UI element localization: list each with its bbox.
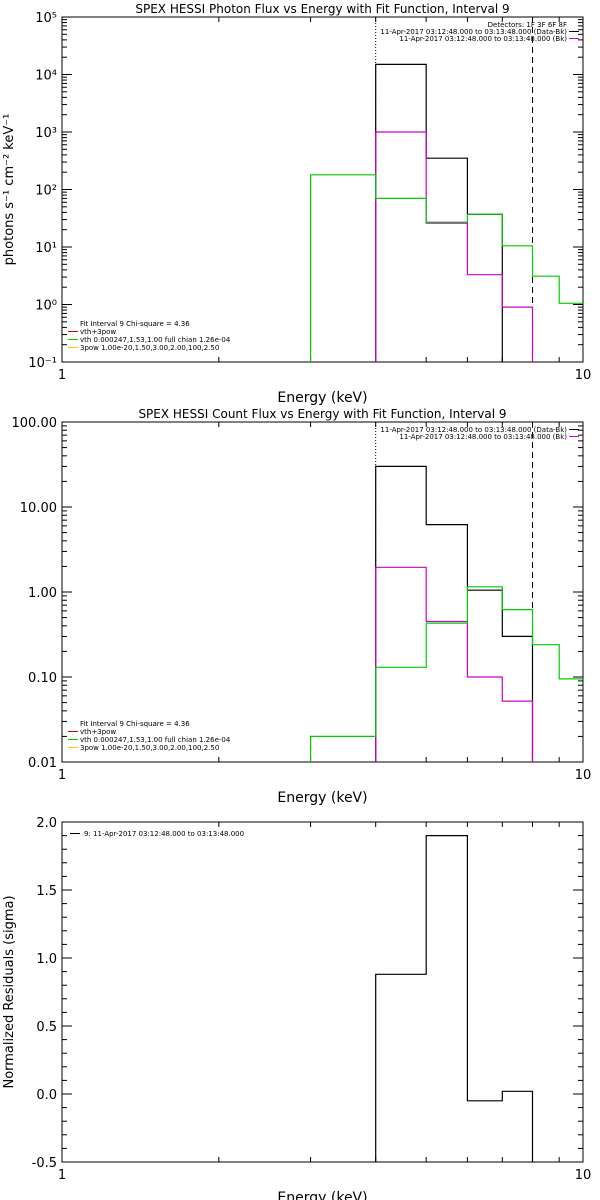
plot-frame bbox=[61, 421, 584, 763]
series-1-line bbox=[375, 465, 534, 762]
series-3-line bbox=[310, 174, 583, 362]
plot-frame bbox=[61, 821, 584, 1163]
series-3-line bbox=[310, 586, 583, 762]
legend-top-right: 11-Apr-2017 03:12:48.000 to 03:13:48.000… bbox=[380, 426, 579, 441]
legend-bottom-left: Fit Interval 9 Chi-square = 4.36vth+3pow… bbox=[68, 720, 231, 752]
legend-entry: 11-Apr-2017 03:12:48.000 to 03:13:48.000… bbox=[399, 433, 567, 441]
legend-entry: vth+3pow bbox=[80, 728, 116, 736]
x-ticks: 1 10 bbox=[58, 17, 591, 383]
x-axis-label: Energy (keV) bbox=[277, 790, 367, 806]
y-tick-label: 10⁴ bbox=[35, 69, 57, 84]
y-tick-label: -0.5 bbox=[32, 1156, 57, 1171]
x-axis-label: Energy (keV) bbox=[277, 390, 367, 406]
x-tick-label: 10 bbox=[575, 1168, 592, 1183]
plot-frame bbox=[61, 16, 584, 363]
y-tick-label: 10⁵ bbox=[35, 11, 57, 26]
x-axis-label: Energy (keV) bbox=[277, 1190, 367, 1200]
y-ticks: -0.5 0.0 0.5 1.0 1.5 2.0 bbox=[32, 816, 583, 1171]
series-1-line bbox=[375, 63, 503, 362]
legend-entry: vth 0.000247,1.53,1.00 full chian 1.26e-… bbox=[80, 336, 231, 344]
y-tick-label: 10⁻¹ bbox=[28, 356, 57, 371]
x-tick-label: 1 bbox=[58, 368, 66, 383]
legend-entry: 11-Apr-2017 03:12:48.000 to 03:13:48.000… bbox=[380, 426, 567, 434]
legend-entry: 3pow 1.00e-20,1.50,3.00,2.00,100,2.50 bbox=[80, 744, 219, 752]
legend-entry: 11-Apr-2017 03:12:48.000 to 03:13:48.000… bbox=[380, 28, 567, 36]
y-tick-label: 10⁰ bbox=[35, 299, 57, 314]
legend-entry: vth+3pow bbox=[80, 328, 116, 336]
y-tick-label: 1.5 bbox=[36, 884, 57, 899]
legend-bottom-left: Fit Interval 9 Chi-square = 4.36vth+3pow… bbox=[68, 320, 231, 352]
series-1-line bbox=[375, 835, 534, 1162]
x-tick-label: 10 bbox=[575, 768, 592, 783]
panel-1: SPEX HESSI Photon Flux vs Energy with Fi… bbox=[2, 2, 591, 406]
y-tick-label: 0.0 bbox=[36, 1088, 57, 1103]
y-tick-label: 0.01 bbox=[28, 756, 57, 771]
x-tick-label: 10 bbox=[575, 368, 592, 383]
chart-title: SPEX HESSI Count Flux vs Energy with Fit… bbox=[138, 407, 506, 421]
legend-entry: Detectors: 1F 3F 6F 8F bbox=[488, 21, 567, 29]
y-tick-label: 10.00 bbox=[20, 501, 57, 516]
x-tick-label: 1 bbox=[58, 768, 66, 783]
legend-entry: 11-Apr-2017 03:12:48.000 to 03:13:48.000… bbox=[399, 35, 567, 43]
x-ticks: 1 10 bbox=[58, 422, 591, 783]
y-tick-label: 1.0 bbox=[36, 952, 57, 967]
y-tick-label: 2.0 bbox=[36, 816, 57, 831]
y-ticks: 10⁻¹ 10⁰ 10¹ 10² 10³ 10⁴ 10⁵ bbox=[28, 11, 583, 371]
legend-entry: vth 0.000247,1.53,1.00 full chian 1.26e-… bbox=[80, 736, 231, 744]
y-axis-label: Normalized Residuals (sigma) bbox=[2, 895, 17, 1088]
panel-3: Energy (keV) Normalized Residuals (sigma)… bbox=[2, 816, 591, 1200]
legend-top-left: 9: 11-Apr-2017 03:12:48.000 to 03:13:48.… bbox=[70, 830, 244, 838]
legend-entry: 3pow 1.00e-20,1.50,3.00,2.00,100,2.50 bbox=[80, 344, 219, 352]
legend-entry: 9: 11-Apr-2017 03:12:48.000 to 03:13:48.… bbox=[84, 830, 244, 838]
series-2-line bbox=[375, 131, 534, 362]
y-tick-label: 100.00 bbox=[12, 416, 58, 431]
x-tick-label: 1 bbox=[58, 1168, 66, 1183]
x-ticks: 1 10 bbox=[58, 822, 591, 1183]
y-tick-label: 10² bbox=[35, 184, 57, 199]
y-tick-label: 0.10 bbox=[28, 671, 57, 686]
panel-2: SPEX HESSI Count Flux vs Energy with Fit… bbox=[12, 407, 592, 806]
y-tick-label: 10³ bbox=[35, 126, 57, 141]
y-tick-label: 0.5 bbox=[36, 1020, 57, 1035]
y-tick-label: 10¹ bbox=[35, 241, 57, 256]
chart-title: SPEX HESSI Photon Flux vs Energy with Fi… bbox=[135, 2, 509, 16]
y-ticks: 0.01 0.10 1.00 10.00 100.00 bbox=[12, 416, 583, 771]
series-2-line bbox=[375, 566, 534, 762]
legend-entry: Fit Interval 9 Chi-square = 4.36 bbox=[80, 720, 190, 728]
y-axis-label: photons s⁻¹ cm⁻² keV⁻¹ bbox=[2, 114, 17, 266]
y-tick-label: 1.00 bbox=[28, 586, 57, 601]
legend-entry: Fit Interval 9 Chi-square = 4.36 bbox=[80, 320, 190, 328]
